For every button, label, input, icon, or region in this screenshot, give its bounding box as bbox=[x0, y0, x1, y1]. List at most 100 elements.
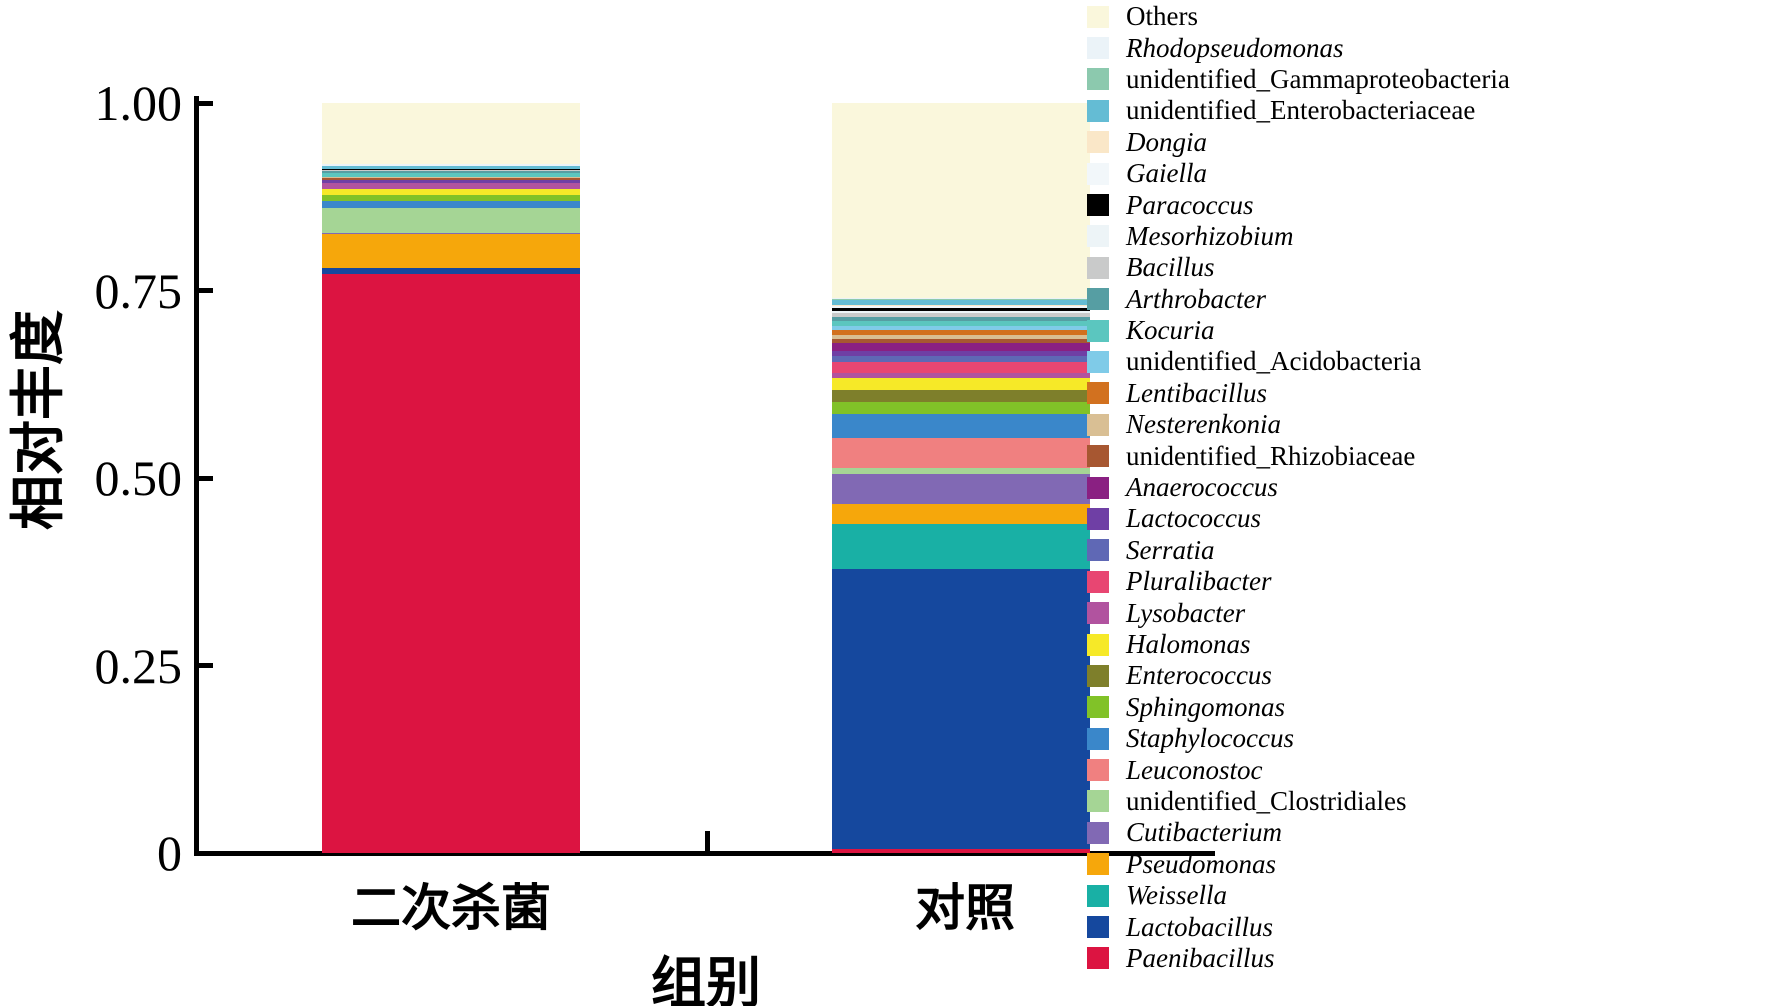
legend-swatch bbox=[1087, 256, 1109, 279]
y-tick-label: 1.00 bbox=[94, 75, 183, 131]
legend-swatch bbox=[1087, 68, 1109, 91]
legend-item-Weissella: Weissella bbox=[1087, 880, 1510, 911]
y-tick bbox=[199, 850, 213, 856]
legend-item-Enterococcus: Enterococcus bbox=[1087, 660, 1510, 691]
legend-item-Pluralibacter: Pluralibacter bbox=[1087, 566, 1510, 597]
bar-segment-unidentified_Gammaproteobacteria bbox=[832, 298, 1090, 301]
bar-segment-Paracoccus bbox=[832, 307, 1090, 311]
legend-item-Mesorhizobium: Mesorhizobium bbox=[1087, 221, 1510, 252]
legend-label: Halomonas bbox=[1126, 629, 1251, 659]
legend-label: Sphingomonas bbox=[1126, 691, 1286, 722]
legend-item-Pseudomonas: Pseudomonas bbox=[1087, 849, 1510, 880]
bar-segment-Lysobacter bbox=[832, 373, 1090, 379]
legend-label: Nesterenkonia bbox=[1126, 409, 1281, 440]
bar-segment-unidentified_Rhizobiaceae bbox=[832, 338, 1090, 343]
legend-swatch bbox=[1087, 570, 1109, 593]
legend-item-Staphylococcus: Staphylococcus bbox=[1087, 723, 1510, 754]
legend-swatch bbox=[1087, 790, 1109, 813]
bar-segment-Serratia bbox=[832, 355, 1090, 362]
x-axis-line bbox=[194, 851, 1215, 856]
bar-segment-Gaiella bbox=[832, 306, 1090, 308]
legend-item-unidentified_Enterobacteriaceae: unidentified_Enterobacteriaceae bbox=[1087, 95, 1510, 126]
legend-label: Paracoccus bbox=[1126, 189, 1254, 220]
y-tick bbox=[199, 475, 213, 481]
legend-label: Lysobacter bbox=[1126, 597, 1246, 628]
y-tick-label: 0.50 bbox=[94, 450, 183, 506]
legend-item-Lysobacter: Lysobacter bbox=[1087, 597, 1510, 628]
legend-swatch bbox=[1087, 727, 1109, 750]
y-axis-line bbox=[194, 96, 199, 853]
legend-label: Leuconostoc bbox=[1126, 754, 1263, 785]
legend-swatch bbox=[1087, 99, 1109, 122]
legend-swatch bbox=[1087, 539, 1109, 562]
legend-label: Lentibacillus bbox=[1126, 377, 1267, 408]
bar-segment-Lentibacillus bbox=[832, 329, 1090, 335]
legend-swatch bbox=[1087, 759, 1109, 782]
legend-label: Lactobacillus bbox=[1126, 911, 1273, 942]
bar-segment-Halomonas bbox=[832, 378, 1090, 391]
bar-segment-Paenibacillus bbox=[322, 274, 580, 853]
bar-segment-Anaerococcus bbox=[832, 343, 1090, 351]
x-category-label-ercishajun: 二次杀菌 bbox=[351, 880, 551, 936]
bar-segment-Weissella bbox=[832, 523, 1090, 569]
legend-label: Cutibacterium bbox=[1126, 817, 1282, 848]
legend-swatch bbox=[1087, 884, 1109, 907]
legend-swatch bbox=[1087, 382, 1109, 405]
legend-swatch bbox=[1087, 916, 1109, 939]
legend-label: Paenibacillus bbox=[1126, 942, 1275, 973]
bar-segment-Lactobacillus bbox=[322, 268, 580, 275]
legend-label: unidentified_Clostridiales bbox=[1126, 785, 1407, 816]
y-tick bbox=[199, 288, 213, 293]
legend-label: unidentified_Enterobacteriaceae bbox=[1126, 95, 1476, 126]
legend-item-Anaerococcus: Anaerococcus bbox=[1087, 472, 1510, 503]
bar-segment-Halomonas bbox=[322, 189, 580, 195]
legend-label: Pseudomonas bbox=[1126, 848, 1276, 879]
legend-item-Halomonas: Halomonas bbox=[1087, 629, 1510, 660]
legend-swatch bbox=[1087, 288, 1109, 311]
legend-item-Sphingomonas: Sphingomonas bbox=[1087, 692, 1510, 723]
legend-swatch bbox=[1087, 602, 1109, 625]
legend-item-Gaiella: Gaiella bbox=[1087, 158, 1510, 189]
legend-swatch bbox=[1087, 131, 1109, 154]
legend-item-Lactococcus: Lactococcus bbox=[1087, 503, 1510, 534]
legend-item-Paenibacillus: Paenibacillus bbox=[1087, 943, 1510, 974]
bar-segment-Pseudomonas bbox=[322, 234, 580, 268]
legend-item-Kocuria: Kocuria bbox=[1087, 315, 1510, 346]
legend-label: Anaerococcus bbox=[1126, 472, 1278, 503]
bar-segment-Enterococcus bbox=[832, 390, 1090, 402]
legend-item-unidentified_Clostridiales: unidentified_Clostridiales bbox=[1087, 786, 1510, 817]
bar-segment-Sphingomonas bbox=[832, 401, 1090, 414]
legend-swatch bbox=[1087, 947, 1109, 970]
legend-swatch bbox=[1087, 696, 1109, 719]
legend-label: Mesorhizobium bbox=[1126, 220, 1294, 251]
bar-segment-Pluralibacter bbox=[832, 361, 1090, 373]
bar-segment-unidentified_Clostridiales bbox=[832, 467, 1090, 474]
legend-item-Lactobacillus: Lactobacillus bbox=[1087, 911, 1510, 942]
bar-segment-Paenibacillus bbox=[832, 849, 1090, 853]
legend-swatch bbox=[1087, 5, 1109, 28]
legend-item-Nesterenkonia: Nesterenkonia bbox=[1087, 409, 1510, 440]
legend-label: Gaiella bbox=[1126, 158, 1207, 189]
bar-segment-Kocuria bbox=[322, 172, 580, 177]
legend-swatch bbox=[1087, 664, 1109, 687]
x-tick bbox=[705, 831, 710, 851]
x-axis-title: 组别 bbox=[650, 953, 762, 1006]
bar-segment-Others bbox=[832, 103, 1090, 299]
bar-ercishajun bbox=[322, 103, 580, 853]
legend-item-Arthrobacter: Arthrobacter bbox=[1087, 284, 1510, 315]
bar-segment-Lactococcus bbox=[832, 350, 1090, 356]
bar-segment-Staphylococcus bbox=[322, 200, 580, 208]
bar-segment-Kocuria bbox=[832, 321, 1090, 326]
legend-swatch bbox=[1087, 413, 1109, 436]
y-tick bbox=[199, 663, 213, 668]
bar-segment-Rhodopseudomonas bbox=[832, 298, 1090, 299]
legend-item-Others: Others bbox=[1087, 1, 1510, 32]
bar-duizhao bbox=[832, 103, 1090, 853]
legend-item-Leuconostoc: Leuconostoc bbox=[1087, 754, 1510, 785]
legend-swatch bbox=[1087, 507, 1109, 530]
legend-label: Dongia bbox=[1126, 126, 1207, 157]
bar-segment-Leuconostoc bbox=[832, 438, 1090, 468]
legend-swatch bbox=[1087, 319, 1109, 342]
bar-segment-Rhodopseudomonas bbox=[322, 163, 580, 166]
